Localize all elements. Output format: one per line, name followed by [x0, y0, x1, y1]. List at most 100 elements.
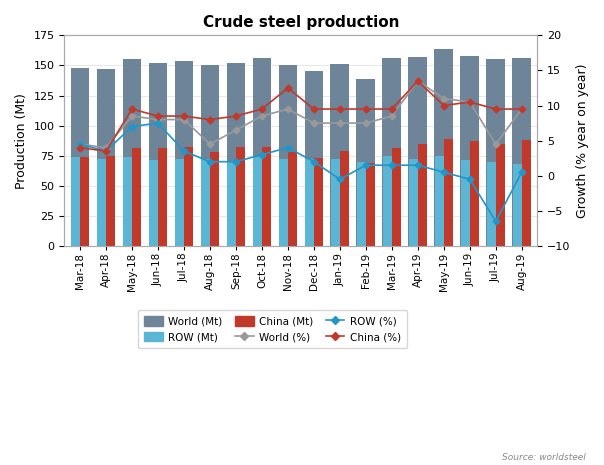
ROW (%) [102, 148, 109, 154]
World (%) [76, 141, 83, 147]
Bar [408, 57, 427, 246]
Bar [236, 147, 245, 246]
Bar [460, 56, 479, 246]
ROW (%) [336, 176, 344, 182]
ROW (%) [284, 145, 292, 151]
Bar [123, 60, 141, 246]
Bar [487, 162, 496, 246]
ROW (%) [388, 162, 396, 168]
China (%) [518, 106, 525, 112]
Bar [227, 162, 236, 246]
ROW (%) [76, 141, 83, 147]
Bar [382, 58, 401, 246]
China (%) [128, 106, 135, 112]
World (%) [388, 113, 396, 119]
ROW (%) [207, 159, 214, 165]
China (%) [440, 103, 448, 108]
Bar [175, 60, 193, 246]
ROW (%) [466, 176, 474, 182]
China (%) [284, 85, 292, 91]
World (%) [466, 99, 474, 105]
China (%) [388, 106, 396, 112]
Bar [149, 63, 167, 246]
China (%) [76, 145, 83, 151]
World (%) [207, 141, 214, 147]
Bar [201, 159, 210, 246]
World (%) [362, 120, 370, 126]
World (%) [259, 113, 266, 119]
China (%) [336, 106, 344, 112]
Bar [158, 148, 167, 246]
Bar [80, 157, 89, 246]
Bar [106, 156, 115, 246]
ROW (%) [440, 169, 448, 175]
ROW (%) [518, 169, 525, 175]
Bar [496, 144, 504, 246]
China (%) [102, 148, 109, 154]
Bar [252, 58, 271, 246]
Bar [486, 60, 505, 246]
Bar [288, 152, 297, 246]
China (%) [362, 106, 370, 112]
Bar [330, 64, 349, 246]
Bar [418, 144, 426, 246]
China (%) [233, 113, 240, 119]
Bar [409, 159, 418, 246]
ROW (%) [310, 159, 318, 165]
Bar [210, 152, 219, 246]
Bar [123, 157, 132, 246]
Bar [278, 66, 297, 246]
World (%) [440, 96, 448, 101]
Bar [97, 159, 106, 246]
China (%) [155, 113, 162, 119]
World (%) [128, 113, 135, 119]
World (%) [310, 120, 318, 126]
Bar [97, 69, 115, 246]
Line: China (%): China (%) [77, 79, 524, 153]
Bar [470, 141, 478, 246]
Line: ROW (%): ROW (%) [77, 120, 524, 224]
Bar [226, 63, 245, 246]
China (%) [259, 106, 266, 112]
Bar [461, 160, 470, 246]
Legend: World (Mt), ROW (Mt), China (Mt), World (%), ROW (%), China (%): World (Mt), ROW (Mt), China (Mt), World … [138, 310, 407, 348]
World (%) [492, 141, 500, 147]
Bar [357, 162, 366, 246]
ROW (%) [492, 219, 500, 224]
World (%) [102, 145, 109, 151]
World (%) [155, 117, 162, 122]
ROW (%) [362, 162, 370, 168]
Text: Source: worldsteel: Source: worldsteel [502, 453, 586, 462]
Bar [201, 66, 219, 246]
Bar [184, 147, 193, 246]
Bar [175, 159, 184, 246]
Bar [383, 156, 392, 246]
Bar [314, 158, 323, 246]
China (%) [181, 113, 188, 119]
Y-axis label: Growth (% year on year): Growth (% year on year) [576, 63, 589, 218]
China (%) [466, 99, 474, 105]
World (%) [181, 117, 188, 122]
World (%) [518, 106, 525, 112]
Bar [522, 140, 530, 246]
China (%) [310, 106, 318, 112]
Bar [434, 48, 453, 246]
Bar [132, 148, 141, 246]
World (%) [284, 106, 292, 112]
Title: Crude steel production: Crude steel production [202, 15, 399, 30]
Line: World (%): World (%) [77, 79, 524, 150]
Bar [340, 151, 349, 246]
World (%) [414, 78, 422, 84]
Bar [304, 72, 323, 246]
Bar [331, 159, 340, 246]
Bar [513, 164, 522, 246]
China (%) [492, 106, 500, 112]
China (%) [414, 78, 422, 84]
Bar [305, 159, 314, 246]
Bar [71, 68, 89, 246]
Bar [512, 58, 531, 246]
ROW (%) [259, 152, 266, 158]
ROW (%) [233, 159, 240, 165]
World (%) [336, 120, 344, 126]
Bar [392, 148, 400, 246]
